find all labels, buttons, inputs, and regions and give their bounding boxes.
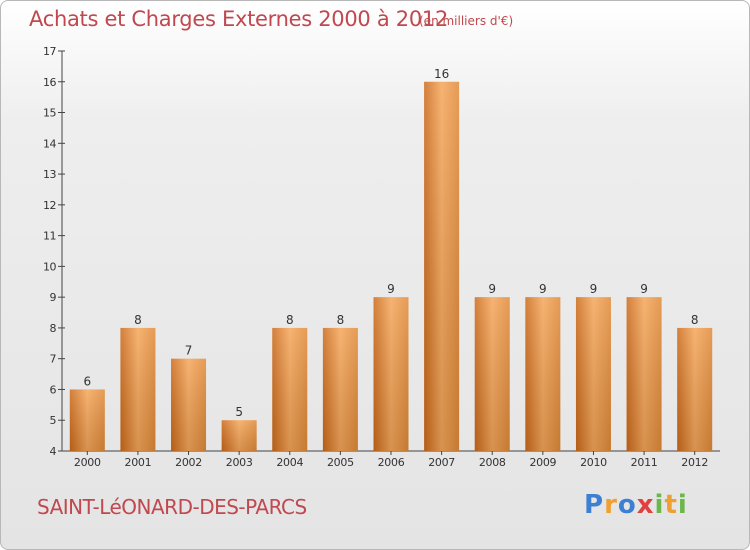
y-tick-label: 5 — [50, 414, 57, 427]
chart-title: Achats et Charges Externes 2000 à 2012 — [29, 7, 449, 31]
x-tick-label: 2010 — [580, 456, 607, 469]
place-name: SAINT-LéONARD-DES-PARCS — [37, 495, 307, 519]
y-tick-label: 8 — [50, 322, 57, 335]
bar-value-label: 9 — [640, 282, 648, 296]
bar-value-label: 9 — [539, 282, 547, 296]
y-tick-label: 4 — [50, 445, 57, 458]
x-tick-label: 2012 — [681, 456, 708, 469]
bar-value-label: 7 — [185, 344, 193, 358]
x-tick-label: 2003 — [226, 456, 253, 469]
bar-shade — [373, 297, 409, 451]
proxiti-logo[interactable]: Proxiti — [584, 490, 688, 520]
x-tick-label: 2006 — [378, 456, 405, 469]
bar-shade — [525, 297, 561, 451]
y-tick-label: 11 — [43, 230, 56, 243]
x-tick-label: 2007 — [428, 456, 455, 469]
y-tick-label: 14 — [43, 137, 56, 150]
bar-value-label: 8 — [337, 313, 345, 327]
bar-shade — [272, 327, 308, 451]
bar-value-label: 6 — [83, 374, 91, 388]
x-tick-label: 2002 — [175, 456, 202, 469]
y-tick-label: 7 — [50, 353, 57, 366]
bar-shade — [69, 389, 105, 451]
bar-shade — [626, 297, 662, 451]
y-tick-label: 12 — [43, 199, 56, 212]
bar-shade — [120, 327, 156, 451]
x-tick-label: 2001 — [125, 456, 152, 469]
x-tick-label: 2008 — [479, 456, 506, 469]
x-tick-label: 2009 — [529, 456, 556, 469]
bar-shade — [474, 297, 510, 451]
y-tick-label: 13 — [43, 168, 56, 181]
bar-value-label: 8 — [286, 313, 294, 327]
bar-shade — [424, 81, 460, 452]
y-tick-label: 15 — [43, 107, 56, 120]
bar-shade — [322, 327, 358, 451]
bar-value-label: 9 — [387, 282, 395, 296]
bar-value-label: 16 — [434, 67, 449, 81]
bar-value-label: 9 — [590, 282, 598, 296]
unit-label: (en milliers d'€) — [419, 14, 514, 28]
y-tick-label: 9 — [50, 291, 57, 304]
y-tick-label: 10 — [43, 260, 56, 273]
bar-shade — [171, 358, 207, 451]
bar-value-label: 8 — [691, 313, 699, 327]
bar-shade — [677, 327, 713, 451]
bar-value-label: 8 — [134, 313, 142, 327]
bar-value-label: 9 — [488, 282, 496, 296]
bar-shade — [575, 297, 611, 451]
x-tick-label: 2011 — [631, 456, 658, 469]
x-tick-label: 2004 — [276, 456, 303, 469]
bar-value-label: 5 — [235, 405, 243, 419]
y-tick-label: 17 — [43, 45, 56, 58]
bar-shade — [221, 420, 257, 451]
y-tick-label: 16 — [43, 76, 56, 89]
x-tick-label: 2000 — [74, 456, 101, 469]
y-tick-label: 6 — [50, 383, 57, 396]
x-tick-label: 2005 — [327, 456, 354, 469]
